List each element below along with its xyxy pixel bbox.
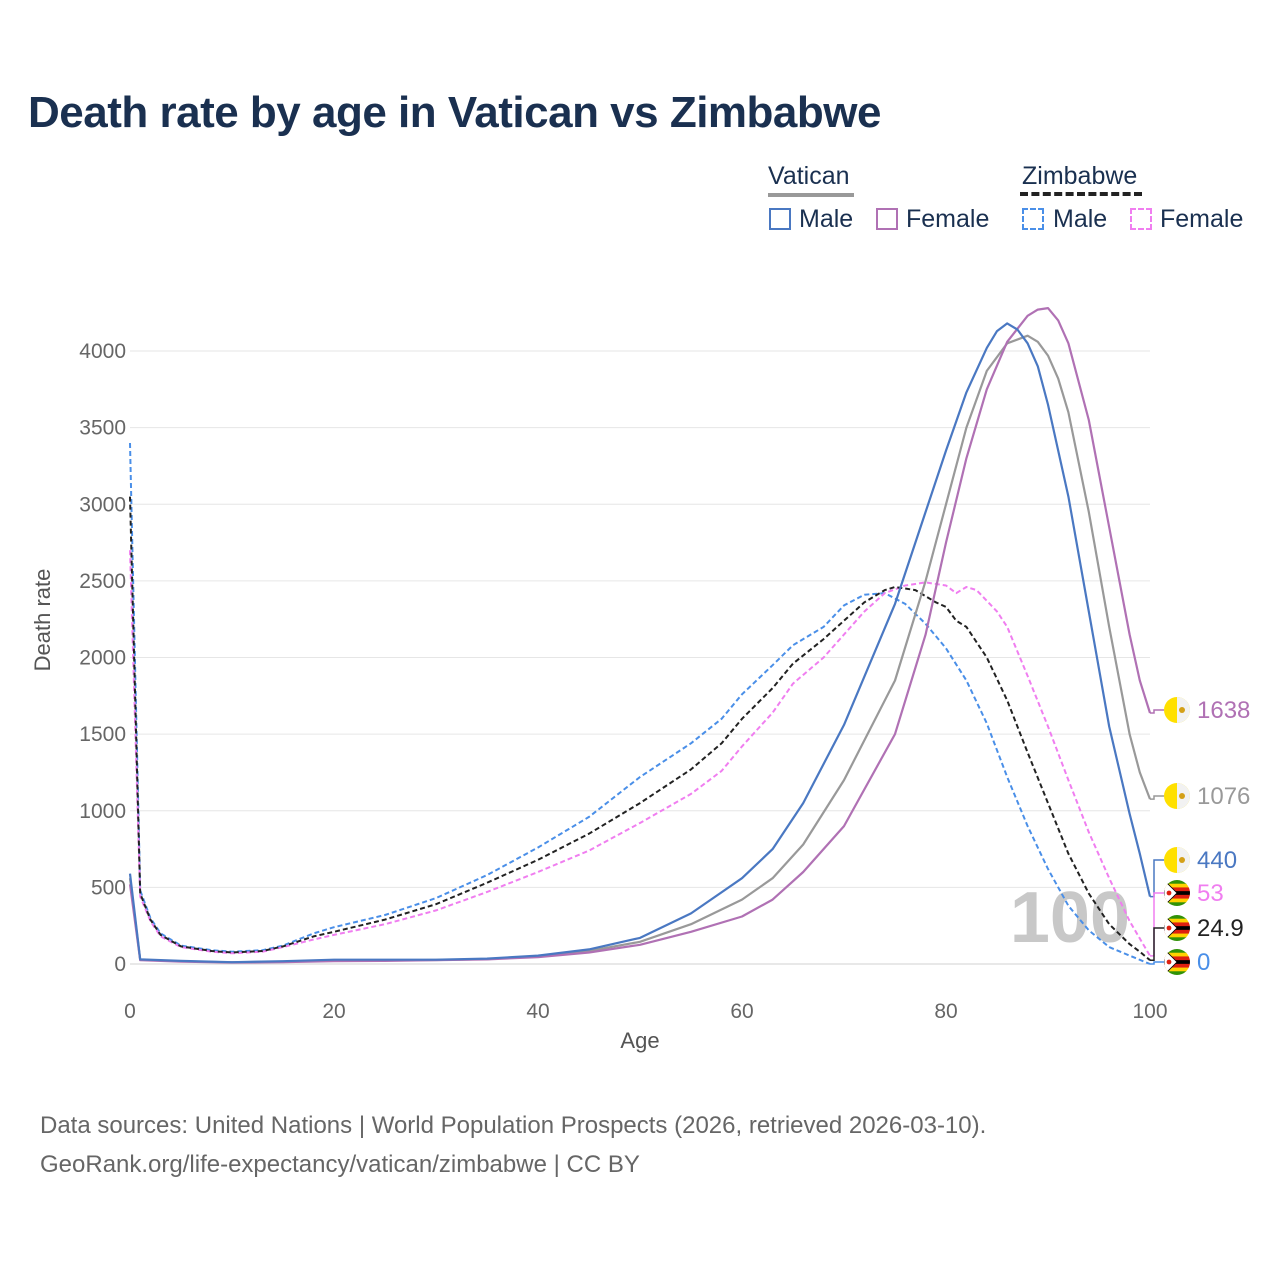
source-text: Data sources: United Nations | World Pop…	[40, 1112, 987, 1139]
vatican-keys-icon	[1179, 857, 1185, 863]
series-line-vatican-male[interactable]	[128, 322, 1152, 964]
end-label-zimbabwe-total: 24.9	[1150, 915, 1244, 961]
legend-group-label-vatican: Vatican	[768, 162, 850, 190]
x-tick-label: 0	[124, 1000, 136, 1023]
end-label-vatican-total: 1076	[1150, 783, 1250, 810]
chart-title: Death rate by age in Vatican vs Zimbabwe	[28, 88, 881, 137]
end-labels: 440 1638 1076 0 53 24.9	[1150, 697, 1250, 976]
legend-swatch-zimbabwe-male[interactable]	[1022, 208, 1044, 230]
x-axis-title: Age	[620, 1028, 659, 1053]
series-line-vatican-female[interactable]	[128, 307, 1152, 964]
vatican-keys-icon	[1179, 707, 1185, 713]
connector-line	[1150, 892, 1164, 957]
year-watermark: 100	[1010, 878, 1130, 958]
legend-swatch-vatican-male[interactable]	[769, 208, 791, 230]
legend-label-zimbabwe-female[interactable]: Female	[1160, 205, 1244, 233]
end-label-vatican-female: 1638	[1150, 697, 1250, 724]
end-label-zimbabwe-female: 53	[1150, 880, 1224, 957]
y-tick-label: 2500	[79, 570, 126, 593]
end-value-label: 1638	[1197, 697, 1250, 724]
legend-swatch-zimbabwe-female[interactable]	[1130, 208, 1152, 230]
x-tick-label: 40	[526, 1000, 549, 1023]
end-label-zimbabwe-male: 0	[1150, 949, 1210, 976]
legend-group-vatican: Vatican	[768, 162, 850, 191]
end-label-vatican-male: 440	[1150, 847, 1237, 898]
gridlines	[130, 350, 1150, 965]
credit-text: GeoRank.org/life-expectancy/vatican/zimb…	[40, 1151, 640, 1178]
y-tick-label: 500	[91, 876, 126, 899]
end-value-label: 0	[1197, 949, 1210, 976]
connector-line	[1150, 927, 1164, 961]
y-tick-label: 4000	[79, 340, 126, 363]
series-line-zimbabwe-male[interactable]	[129, 442, 1151, 965]
legend-group-label-zimbabwe: Zimbabwe	[1022, 162, 1138, 190]
y-tick-label: 3500	[79, 417, 126, 440]
legend-swatch-vatican-female[interactable]	[876, 208, 898, 230]
legend-vatican-line	[768, 193, 854, 197]
y-tick-label: 2000	[79, 647, 126, 670]
legend-label-zimbabwe-male[interactable]: Male	[1053, 205, 1108, 233]
end-value-label: 53	[1197, 880, 1224, 907]
end-value-label: 440	[1197, 847, 1237, 874]
x-tick-label: 20	[322, 1000, 345, 1023]
legend-group-zimbabwe: Zimbabwe	[1022, 162, 1137, 191]
zimbabwe-flag-icon	[1164, 949, 1190, 975]
y-tick-label: 1500	[79, 723, 126, 746]
end-value-label: 24.9	[1197, 915, 1244, 942]
zimbabwe-flag-icon	[1164, 880, 1190, 906]
x-tick-label: 60	[730, 1000, 753, 1023]
y-tick-label: 1000	[79, 800, 126, 823]
legend-label-vatican-male[interactable]: Male	[799, 205, 854, 233]
connector-line	[1150, 859, 1164, 898]
x-tick-label: 100	[1132, 1000, 1167, 1023]
vatican-keys-icon	[1179, 793, 1185, 799]
legend-zimbabwe-line	[1020, 192, 1142, 196]
y-tick-label: 0	[114, 953, 126, 976]
connector-line	[1150, 795, 1164, 800]
legend-label-vatican-female[interactable]: Female	[906, 205, 990, 233]
end-value-label: 1076	[1197, 783, 1250, 810]
series-line-vatican-total[interactable]	[128, 334, 1152, 964]
footer: Data sources: United Nations | World Pop…	[40, 1106, 986, 1184]
x-tick-label: 80	[934, 1000, 957, 1023]
axis-ticks: 0 500 1000 1500 2000 2500 3000 3500 4000 0 20 40 60 8…	[79, 340, 1167, 1023]
y-tick-label: 3000	[79, 493, 126, 516]
y-axis-title: Death rate	[30, 569, 55, 672]
series-line-zimbabwe-total[interactable]	[129, 496, 1151, 961]
zimbabwe-flag-icon	[1164, 915, 1190, 941]
series-lines	[128, 307, 1152, 965]
connector-line	[1150, 961, 1164, 965]
series-line-zimbabwe-female[interactable]	[129, 550, 1151, 957]
connector-line	[1150, 709, 1164, 714]
legend: Vatican Zimbabwe Male Female Male Female	[0, 160, 1280, 240]
